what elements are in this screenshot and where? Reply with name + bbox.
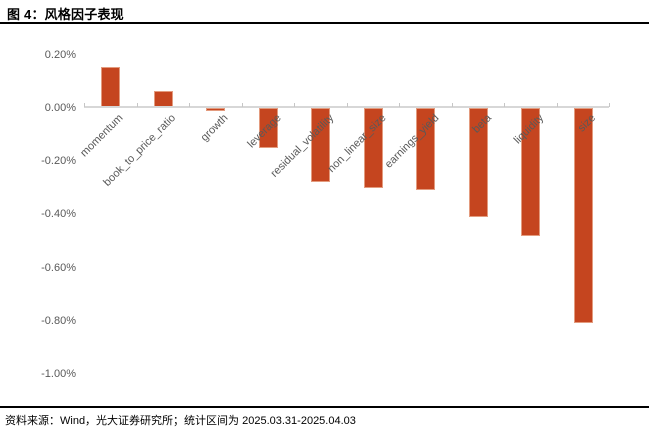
bar-growth [206,108,225,111]
axis-tick [241,103,243,107]
bar-beta [468,108,488,218]
figure-title: 图 4：风格因子表现 [7,7,124,22]
footer-divider [0,406,649,408]
source-note: 资料来源：Wind，光大证券研究所；统计区间为 2025.03.31-2025.… [5,415,356,427]
bar-momentum [101,67,120,107]
axis-tick [189,103,191,107]
x-category-label: growth [199,112,231,144]
bar-liquidity [521,108,540,236]
y-tick-label: 0.20% [44,48,76,61]
axis-tick [346,103,348,107]
title-divider [0,22,649,24]
y-tick-label: -0.80% [41,314,76,327]
axis-tick [294,103,296,107]
x-axis-line [84,106,609,108]
y-tick-label: -0.20% [41,155,76,168]
axis-tick [136,103,138,107]
axis-tick [609,103,611,107]
y-tick-label: -0.60% [41,261,76,274]
axis-tick [451,103,453,107]
bar-non_linear_size [363,108,383,188]
y-tick-label: 0.00% [44,102,76,114]
axis-tick [399,103,401,107]
bar-book_to_price_ratio [153,91,173,107]
bar-leverage [258,108,278,148]
y-tick-label: -0.40% [41,208,76,221]
bar-residual_volatility [311,108,330,183]
axis-tick [84,103,86,107]
y-tick-label: -1.00% [41,368,76,380]
bar-earnings_yield [416,108,435,191]
x-category-label: momentum [78,112,126,160]
bar-size [573,108,593,324]
axis-tick [556,103,558,107]
axis-tick [504,103,506,107]
